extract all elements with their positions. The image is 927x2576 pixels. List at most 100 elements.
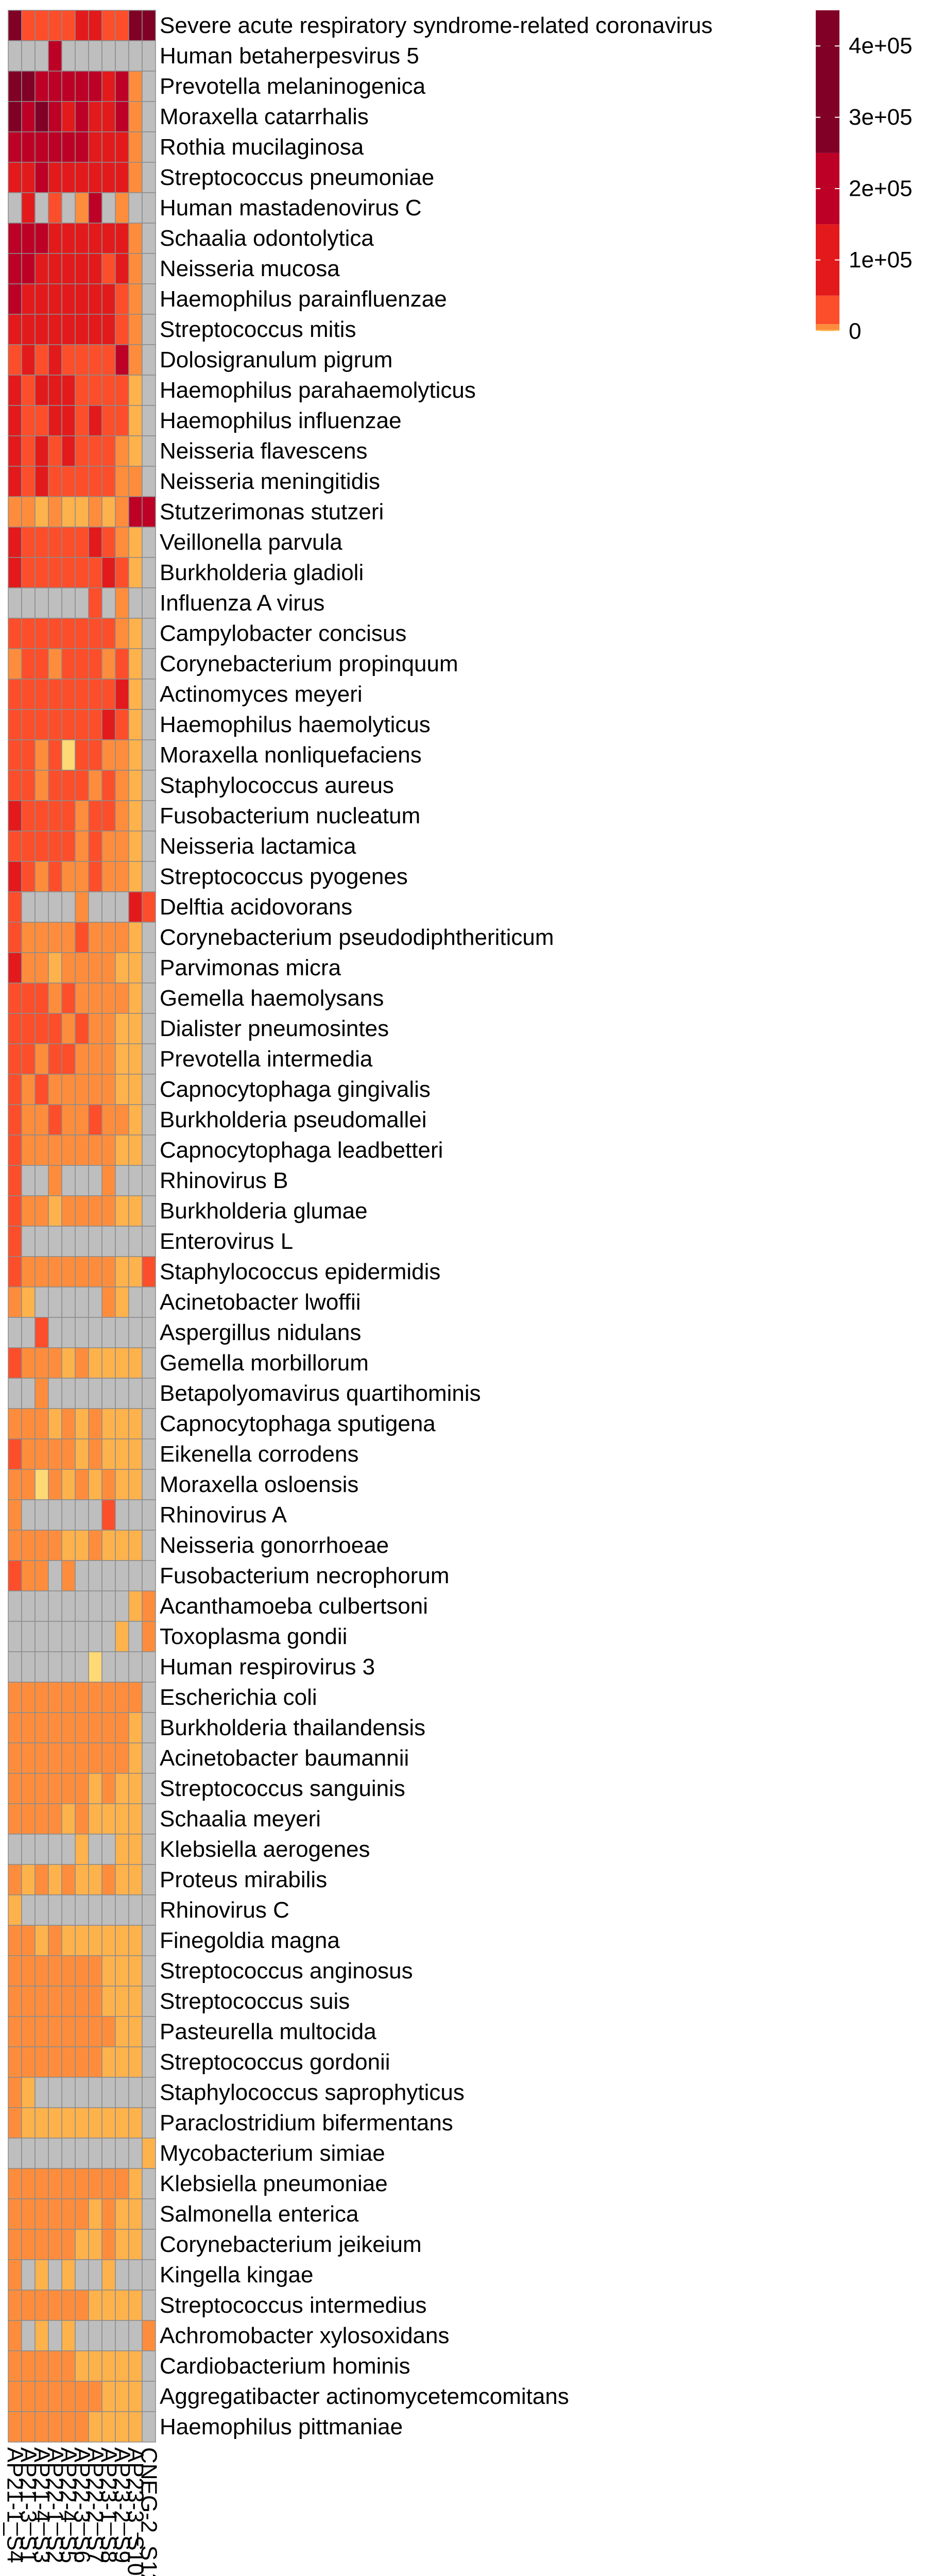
heatmap-cell	[75, 253, 89, 284]
heatmap-cell	[115, 679, 129, 710]
heatmap-cell	[21, 922, 36, 953]
heatmap-cell	[48, 162, 62, 193]
heatmap-cell	[115, 2168, 129, 2199]
row-label: Proteus mirabilis	[160, 1867, 327, 1892]
heatmap-cell	[142, 1499, 156, 1531]
heatmap-cell	[75, 1469, 89, 1500]
heatmap-cell	[142, 709, 156, 740]
heatmap-cell	[88, 344, 102, 376]
heatmap-cell	[48, 283, 62, 315]
heatmap-cell	[75, 1165, 89, 1196]
heatmap-cell	[142, 2198, 156, 2230]
heatmap-cell	[115, 2259, 129, 2291]
heatmap-cell	[115, 223, 129, 254]
heatmap-cell	[61, 192, 76, 224]
heatmap-cell	[21, 1347, 36, 1379]
heatmap-cell	[21, 1955, 36, 1987]
row-label: Haemophilus parainfluenzae	[160, 286, 447, 312]
heatmap-cell	[115, 162, 129, 193]
heatmap-cell	[142, 283, 156, 315]
heatmap-cell	[75, 2198, 89, 2230]
heatmap-cell	[128, 1469, 143, 1500]
heatmap-cell	[35, 709, 49, 740]
heatmap-cell	[61, 40, 76, 72]
heatmap-cell	[88, 223, 102, 254]
heatmap-cell	[88, 648, 102, 680]
heatmap-cell	[48, 10, 62, 41]
legend-tick-label: 2e+05	[849, 176, 913, 201]
heatmap-cell	[21, 2138, 36, 2169]
heatmap-cell	[35, 2411, 49, 2443]
heatmap-cell	[8, 314, 22, 345]
heatmap-cell	[142, 1226, 156, 1257]
heatmap-cell	[142, 1104, 156, 1136]
heatmap-cell	[115, 831, 129, 862]
row-label: Moraxella nonliquefaciens	[160, 742, 422, 768]
heatmap-cell	[35, 1378, 49, 1409]
heatmap-cell	[61, 2198, 76, 2230]
heatmap-cell	[115, 1165, 129, 1196]
heatmap-cell	[8, 101, 22, 132]
heatmap-cell	[142, 1408, 156, 1439]
heatmap-cell	[101, 739, 116, 771]
heatmap-cell	[115, 2229, 129, 2260]
heatmap-cell	[88, 2077, 102, 2108]
heatmap-cell	[75, 1925, 89, 1956]
heatmap-cell	[75, 1408, 89, 1439]
heatmap-cell	[75, 891, 89, 923]
heatmap-cell	[8, 1378, 22, 1409]
heatmap-cell	[142, 2168, 156, 2199]
heatmap-cell	[115, 709, 129, 740]
heatmap-cell	[8, 1256, 22, 1287]
heatmap-cell	[35, 739, 49, 771]
heatmap-cell	[61, 314, 76, 345]
heatmap-cell	[61, 831, 76, 862]
heatmap-cell	[101, 40, 116, 72]
heatmap-cell	[75, 618, 89, 649]
heatmap-cell	[115, 344, 129, 376]
heatmap-cell	[48, 71, 62, 102]
heatmap-cell	[8, 375, 22, 406]
row-label: Rhinovirus C	[160, 1897, 289, 1923]
row-label: Streptococcus pneumoniae	[160, 165, 434, 190]
heatmap-cell	[48, 1742, 62, 1774]
heatmap-cell	[61, 2411, 76, 2443]
heatmap-cell	[128, 1013, 143, 1044]
heatmap-cell	[101, 2411, 116, 2443]
heatmap-cell	[115, 1438, 129, 1470]
heatmap-cell	[88, 2168, 102, 2199]
heatmap-cell	[48, 2229, 62, 2260]
heatmap-cell	[115, 861, 129, 892]
heatmap-cell	[88, 1894, 102, 1926]
heatmap-cell	[48, 1195, 62, 1227]
heatmap-cell	[115, 314, 129, 345]
heatmap-cell	[8, 1074, 22, 1105]
heatmap-cell	[75, 1256, 89, 1287]
heatmap-cell	[75, 1347, 89, 1379]
heatmap-cell	[35, 2229, 49, 2260]
heatmap-cell	[61, 2138, 76, 2169]
heatmap-cell	[8, 1013, 22, 1044]
heatmap-cell	[35, 2077, 49, 2108]
heatmap-cell	[48, 2107, 62, 2139]
heatmap-cell	[115, 1560, 129, 1591]
heatmap-cell	[128, 223, 143, 254]
heatmap-cell	[61, 1955, 76, 1987]
heatmap-cell	[128, 891, 143, 923]
heatmap-cell	[48, 314, 62, 345]
heatmap-cell	[101, 1803, 116, 1835]
heatmap-cell	[115, 40, 129, 72]
heatmap-cell	[35, 314, 49, 345]
heatmap-cell	[21, 648, 36, 680]
heatmap-cell	[61, 2381, 76, 2412]
heatmap-cell	[21, 496, 36, 528]
heatmap-cell	[88, 527, 102, 558]
column-label: AP23-3_S10	[123, 2447, 148, 2576]
heatmap-cell	[8, 1834, 22, 1865]
column-label: CNEG-2_S12	[136, 2447, 162, 2576]
heatmap-cell	[35, 1286, 49, 1318]
heatmap-cell	[21, 10, 36, 41]
heatmap-cell	[128, 952, 143, 984]
heatmap-cell	[142, 466, 156, 497]
heatmap-cell	[115, 1712, 129, 1743]
